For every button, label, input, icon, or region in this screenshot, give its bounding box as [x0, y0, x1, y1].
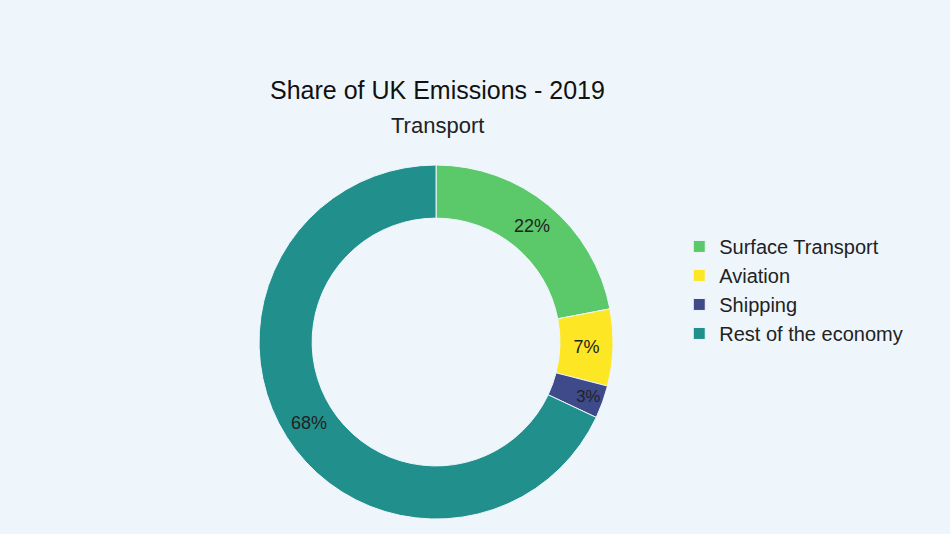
svg-text:7%: 7%: [573, 337, 599, 357]
svg-text:Transport: Transport: [391, 113, 484, 138]
svg-text:Aviation: Aviation: [719, 265, 790, 287]
svg-text:3%: 3%: [576, 387, 600, 406]
svg-text:Shipping: Shipping: [719, 294, 797, 316]
svg-text:Share of UK Emissions - 2019: Share of UK Emissions - 2019: [270, 76, 605, 104]
svg-text:Surface Transport: Surface Transport: [719, 236, 878, 258]
svg-text:68%: 68%: [291, 413, 327, 433]
svg-text:22%: 22%: [514, 216, 550, 236]
svg-text:Rest of the economy: Rest of the economy: [719, 323, 902, 345]
